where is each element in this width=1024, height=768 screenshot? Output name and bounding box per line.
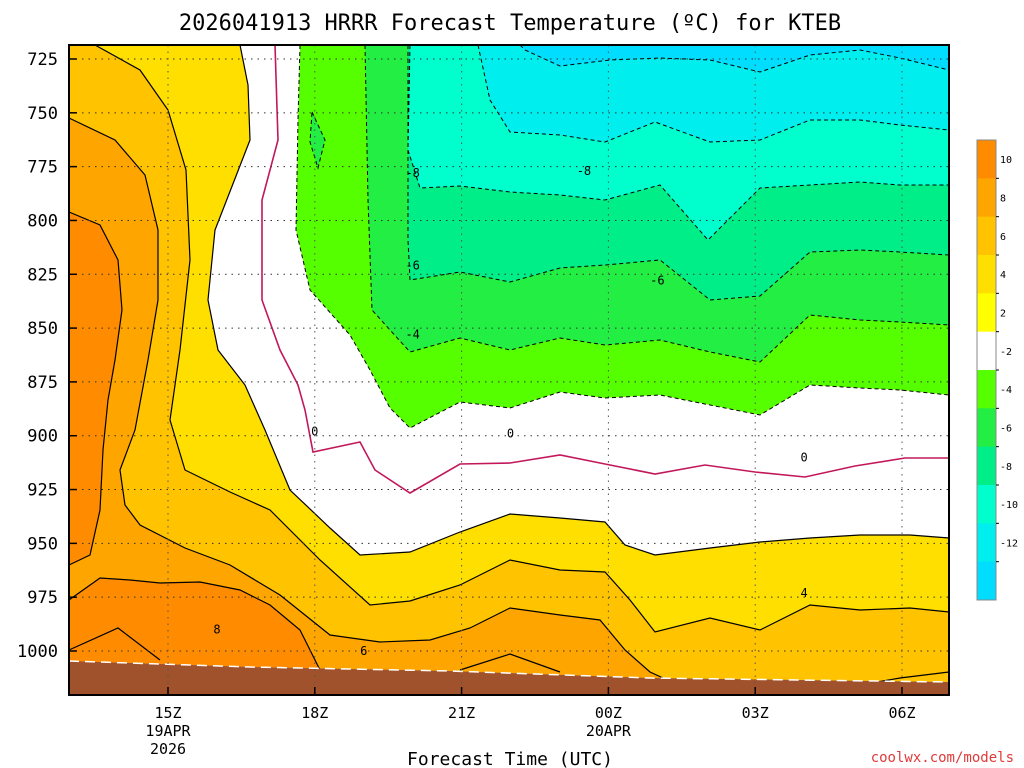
y-tick-label: 925 (27, 481, 58, 501)
chart-title: 2026041913 HRRR Forecast Temperature (ºC… (179, 11, 841, 36)
fill-band-10-12 (69, 212, 320, 670)
contour-label: -4 (405, 328, 419, 342)
credit-text: coolwx.com/models (871, 750, 1014, 766)
colorbar-label: 10 (1000, 155, 1012, 166)
contour-line-4 (207, 44, 950, 556)
temperature-fills (69, 45, 949, 695)
y-tick-label: 875 (27, 373, 58, 393)
y-tick-label: 800 (27, 211, 58, 231)
x-axis-label: Forecast Time (UTC) (407, 749, 613, 768)
colorbar-swatch (977, 485, 996, 524)
contour-line-neg4 (364, 44, 950, 363)
contour-line-8 (68, 117, 701, 696)
y-tick-label: 775 (27, 158, 58, 178)
y-axis: 725 750 775 800 825 850 875 900 925 950 975 1000 (17, 50, 77, 662)
contour-label: -6 (405, 259, 419, 273)
colorbar-swatch (977, 140, 996, 179)
contour-label: 8 (213, 622, 220, 636)
contour-line-neg8 (407, 44, 949, 241)
colorbar-label: -8 (1000, 462, 1012, 473)
contour-lines-negative (295, 44, 950, 429)
colorbar-label: -4 (1000, 385, 1012, 396)
contour-labels: -8 -8 -6 -6 -4 0 0 0 8 6 4 (213, 164, 808, 658)
x-tick-label: 03Z (742, 704, 769, 722)
contour-label: 4 (801, 586, 808, 600)
x-tick-label: 21Z (448, 704, 475, 722)
x-tick-year: 2026 (150, 740, 186, 758)
colorbar-swatch (977, 561, 996, 601)
x-tick-label: 00Z (595, 704, 622, 722)
contour-line-6 (94, 44, 950, 633)
contour-label: 0 (507, 427, 514, 441)
colorbar-swatch (977, 370, 996, 409)
y-tick-label: 1000 (17, 642, 58, 662)
contour-line-neg2 (295, 44, 950, 429)
fill-band-neg2-2 (208, 45, 949, 555)
x-tick-date: 19APR (145, 722, 191, 740)
colorbar-label: 8 (1000, 194, 1006, 205)
colorbar: 10 8 6 4 2 -2 -4 -6 -8 -10 -12 (976, 139, 1018, 601)
colorbar-label: 2 (1000, 309, 1006, 320)
contour-line-neg10 (477, 44, 950, 143)
plot-frame (68, 44, 950, 696)
y-tick-label: 975 (27, 588, 58, 608)
contour-label: -8 (405, 166, 419, 180)
colorbar-swatch (977, 293, 996, 333)
colorbar-swatch (977, 331, 996, 371)
contour-label: -6 (650, 274, 664, 288)
colorbar-label: -2 (1000, 347, 1012, 358)
contour-line-8-local (459, 653, 561, 673)
y-tick-label: 750 (27, 104, 58, 124)
fill-band-6-8 (69, 45, 949, 695)
y-tick-label: 725 (27, 50, 58, 70)
colorbar-label: -12 (1000, 539, 1018, 550)
colorbar-swatch (977, 178, 996, 218)
x-tick-date: 20APR (586, 722, 632, 740)
grid-lines (69, 45, 949, 695)
colorbar-label: 4 (1000, 270, 1006, 281)
colorbar-swatch (977, 408, 996, 448)
contour-line-neg12 (519, 44, 950, 73)
colorbar-swatch (977, 216, 996, 256)
contour-lines (68, 44, 950, 696)
plot-area: -8 -8 -6 -6 -4 0 0 0 8 6 4 (68, 44, 950, 696)
contour-label: 0 (801, 450, 808, 464)
y-tick-label: 850 (27, 319, 58, 339)
contour-label: 6 (360, 644, 367, 658)
contour-label: 0 (311, 424, 318, 438)
terrain-edge (68, 660, 950, 683)
contour-line-10a (68, 211, 123, 566)
colorbar-label: 6 (1000, 232, 1006, 243)
colorbar-swatch (977, 255, 996, 294)
x-tick-label: 18Z (301, 704, 328, 722)
colorbar-swatch (977, 446, 996, 486)
colorbar-swatch (977, 523, 996, 563)
x-tick-label: 15Z (154, 704, 181, 722)
y-tick-label: 900 (27, 427, 58, 447)
fill-band-below-neg10 (478, 45, 949, 142)
colorbar-label: -6 (1000, 424, 1012, 435)
contour-label: -8 (577, 164, 591, 178)
contour-line-10b (68, 577, 321, 671)
x-tick-label: 06Z (888, 704, 915, 722)
y-tick-label: 950 (27, 534, 58, 554)
contour-line-neg6-pocket (309, 111, 326, 170)
y-tick-label: 825 (27, 265, 58, 285)
colorbar-label: -10 (1000, 500, 1018, 511)
terrain (69, 661, 949, 695)
freezing-line (261, 44, 949, 494)
contour-line-12 (68, 627, 161, 661)
